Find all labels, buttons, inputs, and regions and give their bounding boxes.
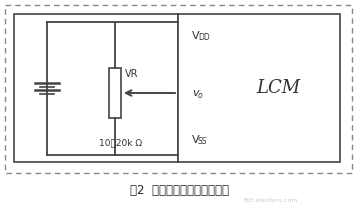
Text: 10～20k Ω: 10～20k Ω — [99, 139, 142, 147]
Text: V: V — [192, 135, 200, 145]
Text: 图2  液晶显示器的电源示意图: 图2 液晶显示器的电源示意图 — [130, 185, 228, 198]
Text: LCM: LCM — [256, 79, 300, 97]
Text: V: V — [192, 31, 200, 41]
Text: 365.elecfans.com: 365.elecfans.com — [242, 198, 298, 204]
Text: o: o — [198, 90, 202, 99]
Text: SS: SS — [198, 138, 208, 147]
Text: DD: DD — [198, 33, 210, 42]
Text: VR: VR — [125, 69, 139, 79]
Bar — [109, 68, 121, 118]
Text: v: v — [192, 88, 199, 98]
Bar — [5, 5, 352, 173]
Bar — [14, 14, 178, 162]
Bar — [178, 14, 340, 162]
